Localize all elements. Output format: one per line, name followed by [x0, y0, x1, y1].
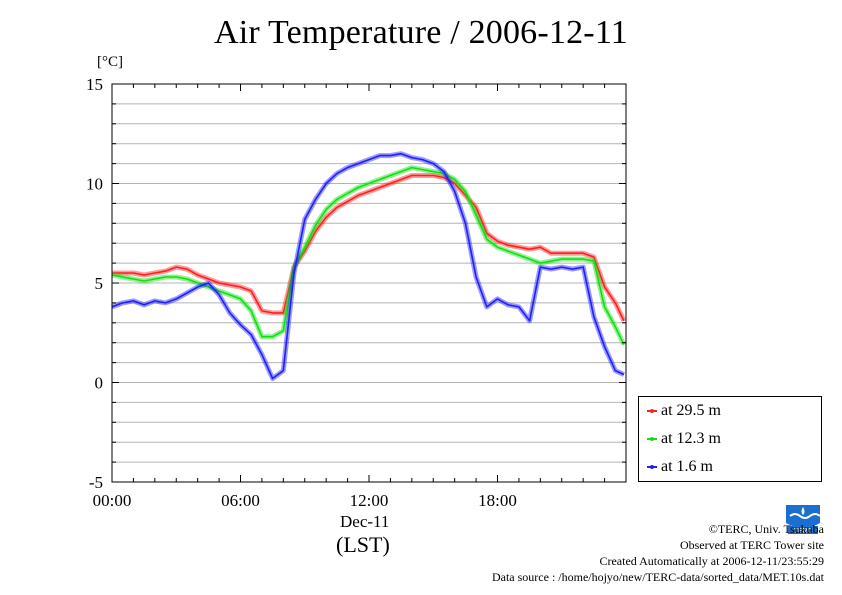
y-tick-label: -5	[89, 473, 103, 492]
y-tick-label: 0	[95, 374, 104, 393]
series-line	[111, 166, 625, 346]
x-axis-timezone-label: (LST)	[336, 532, 390, 557]
source-text: Data source : /home/hojyo/new/TERC-data/…	[491, 570, 824, 584]
legend-item: at 29.5 m	[647, 401, 721, 421]
legend-label: at 12.3 m	[661, 430, 721, 447]
y-tick-label: 10	[86, 175, 103, 194]
legend-swatch-icon	[647, 437, 657, 441]
legend-swatch-icon	[647, 409, 657, 413]
created-text: Created Automatically at 2006-12-11/23:5…	[599, 554, 824, 568]
y-tick-label: 5	[95, 274, 104, 293]
credits-block: ©TERC, Univ. Tsukuba Observed at TERC To…	[492, 521, 824, 585]
logo-text: TERC	[793, 528, 812, 535]
series-band	[111, 151, 625, 381]
chart-title: Air Temperature / 2006-12-11	[214, 14, 628, 51]
site-text: Observed at TERC Tower site	[679, 538, 824, 552]
x-axis-date-label: Dec-11	[340, 512, 390, 531]
series-group	[111, 151, 627, 381]
x-tick-label: 18:00	[478, 491, 517, 510]
series-band	[112, 173, 627, 322]
terc-logo-icon: TERC	[786, 505, 821, 535]
x-tick-label: 06:00	[221, 491, 260, 510]
axis-ticks: -5 0 5 10 15 00:00 06:00 12:00 18:00	[86, 75, 627, 510]
legend-item: at 12.3 m	[647, 429, 721, 449]
legend-label: at 1.6 m	[661, 458, 713, 475]
legend-swatch-icon	[647, 465, 657, 469]
legend-item: at 1.6 m	[647, 457, 713, 477]
y-tick-label: 15	[86, 75, 103, 94]
x-tick-label: 00:00	[93, 491, 132, 510]
legend-label: at 29.5 m	[661, 402, 721, 419]
series-line	[111, 152, 625, 380]
gridlines	[112, 103, 626, 463]
legend: at 29.5 m at 12.3 m at 1.6 m	[638, 396, 822, 482]
x-tick-label: 12:00	[350, 491, 389, 510]
copyright-text: ©TERC, Univ. Tsukuba	[708, 522, 824, 536]
series-line	[112, 174, 625, 322]
y-axis-unit-label: [°C]	[97, 54, 123, 70]
